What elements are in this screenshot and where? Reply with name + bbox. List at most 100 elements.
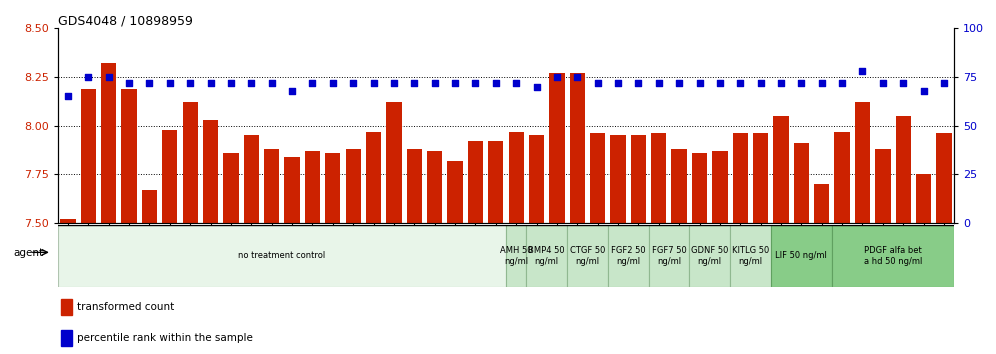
Point: [346, 80, 362, 86]
Bar: [875, 149, 890, 223]
Point: [712, 80, 728, 86]
Text: agent: agent: [13, 248, 43, 258]
Point: [122, 80, 137, 86]
Text: FGF7 50
ng/ml: FGF7 50 ng/ml: [651, 246, 686, 266]
Point: [814, 80, 830, 86]
Bar: [895, 116, 911, 223]
Bar: [771, 225, 832, 287]
Bar: [488, 141, 503, 223]
Point: [386, 80, 402, 86]
Bar: [468, 141, 483, 223]
Point: [508, 80, 524, 86]
Bar: [203, 120, 218, 223]
Bar: [244, 135, 259, 223]
Bar: [122, 89, 136, 223]
Point: [590, 80, 606, 86]
Point: [366, 80, 381, 86]
Point: [141, 80, 157, 86]
Point: [529, 84, 545, 90]
Bar: [223, 153, 239, 223]
Bar: [730, 225, 771, 287]
Bar: [567, 225, 608, 287]
Bar: [182, 102, 198, 223]
Bar: [61, 330, 72, 346]
Bar: [648, 225, 689, 287]
Bar: [630, 135, 646, 223]
Bar: [936, 133, 951, 223]
Point: [570, 74, 586, 80]
Bar: [506, 225, 526, 287]
Bar: [366, 132, 381, 223]
Point: [305, 80, 321, 86]
Bar: [733, 133, 748, 223]
Text: GDS4048 / 10898959: GDS4048 / 10898959: [58, 14, 192, 27]
Bar: [773, 116, 789, 223]
Bar: [671, 149, 687, 223]
Bar: [162, 130, 177, 223]
Point: [60, 93, 76, 99]
Bar: [916, 174, 931, 223]
Point: [284, 88, 300, 93]
Point: [243, 80, 259, 86]
Point: [753, 80, 769, 86]
Text: percentile rank within the sample: percentile rank within the sample: [77, 333, 253, 343]
Text: FGF2 50
ng/ml: FGF2 50 ng/ml: [611, 246, 645, 266]
Bar: [427, 151, 442, 223]
Bar: [651, 133, 666, 223]
Point: [671, 80, 687, 86]
Point: [650, 80, 666, 86]
Bar: [509, 132, 524, 223]
Point: [691, 80, 707, 86]
Bar: [305, 151, 320, 223]
Bar: [590, 133, 606, 223]
Point: [794, 80, 810, 86]
Bar: [264, 149, 279, 223]
Bar: [549, 73, 565, 223]
Point: [223, 80, 239, 86]
Text: no treatment control: no treatment control: [238, 251, 326, 260]
Point: [874, 80, 890, 86]
Bar: [611, 135, 625, 223]
Text: PDGF alfa bet
a hd 50 ng/ml: PDGF alfa bet a hd 50 ng/ml: [864, 246, 922, 266]
Point: [426, 80, 442, 86]
Point: [406, 80, 422, 86]
Bar: [325, 153, 341, 223]
Bar: [608, 225, 648, 287]
Bar: [794, 143, 809, 223]
Bar: [753, 133, 768, 223]
Point: [915, 88, 931, 93]
Point: [202, 80, 218, 86]
Bar: [835, 132, 850, 223]
Bar: [712, 151, 727, 223]
Bar: [346, 149, 361, 223]
Bar: [81, 89, 96, 223]
Point: [81, 74, 97, 80]
Bar: [61, 299, 72, 315]
Point: [182, 80, 198, 86]
Point: [732, 80, 748, 86]
Bar: [692, 153, 707, 223]
Text: CTGF 50
ng/ml: CTGF 50 ng/ml: [570, 246, 606, 266]
Point: [855, 68, 871, 74]
Bar: [689, 225, 730, 287]
Bar: [526, 225, 567, 287]
Point: [101, 74, 117, 80]
Bar: [61, 219, 76, 223]
Bar: [447, 161, 463, 223]
Bar: [529, 135, 544, 223]
Text: GDNF 50
ng/ml: GDNF 50 ng/ml: [691, 246, 728, 266]
Bar: [814, 184, 830, 223]
Point: [325, 80, 341, 86]
Bar: [285, 157, 300, 223]
Bar: [406, 149, 422, 223]
Text: transformed count: transformed count: [77, 302, 174, 312]
Point: [630, 80, 646, 86]
Bar: [570, 73, 585, 223]
Point: [264, 80, 280, 86]
Point: [773, 80, 789, 86]
Point: [835, 80, 851, 86]
Point: [936, 80, 952, 86]
Point: [447, 80, 463, 86]
Bar: [832, 225, 954, 287]
Text: LIF 50 ng/ml: LIF 50 ng/ml: [776, 251, 828, 260]
